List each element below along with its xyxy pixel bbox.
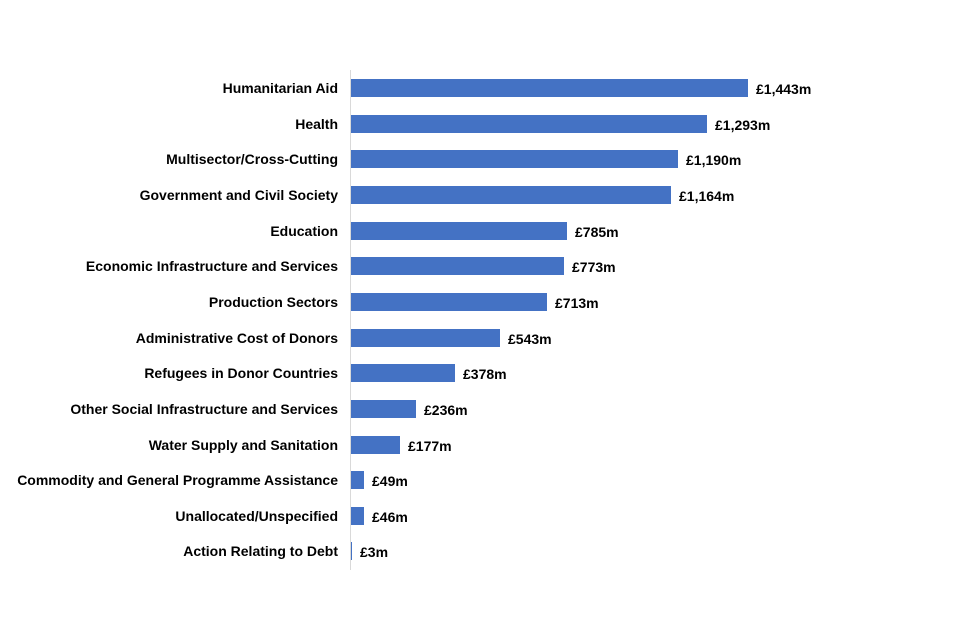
bar-row: Humanitarian Aid £1,443m xyxy=(0,79,960,97)
value-label: £773m xyxy=(572,259,616,276)
value-label: £785m xyxy=(575,223,619,240)
category-label: Commodity and General Programme Assistan… xyxy=(17,472,338,489)
category-label: Other Social Infrastructure and Services xyxy=(70,400,338,417)
category-label: Education xyxy=(270,222,338,239)
bar xyxy=(351,185,671,204)
bar-row: Production Sectors £713m xyxy=(0,292,960,311)
value-label: £46m xyxy=(372,508,408,525)
value-label: £1,190m xyxy=(686,152,742,169)
bar xyxy=(351,435,400,454)
bar-row: Commodity and General Programme Assistan… xyxy=(0,471,960,490)
bar-row: Economic Infrastructure and Services £773… xyxy=(0,257,960,276)
value-label: £236m xyxy=(424,401,468,418)
bar xyxy=(351,328,500,347)
bar xyxy=(351,506,364,525)
category-label: Action Relating to Debt xyxy=(183,543,338,560)
category-label: Administrative Cost of Donors xyxy=(135,329,338,346)
category-label: Humanitarian Aid xyxy=(222,80,338,96)
category-label: Health xyxy=(295,115,338,132)
bar xyxy=(351,471,364,490)
category-label: Unallocated/Unspecified xyxy=(175,507,338,524)
category-label: Multisector/Cross-Cutting xyxy=(166,151,338,168)
value-label: £378m xyxy=(463,366,507,383)
bar xyxy=(351,114,707,133)
bar-row: Administrative Cost of Donors £543m xyxy=(0,328,960,347)
value-label: £49m xyxy=(372,473,408,490)
bar-row: Multisector/Cross-Cutting £1,190m xyxy=(0,150,960,169)
bar xyxy=(351,399,416,418)
bar xyxy=(351,150,678,169)
category-label: Economic Infrastructure and Services xyxy=(85,258,338,275)
category-label: Production Sectors xyxy=(208,293,338,310)
value-label: £1,293m xyxy=(715,116,771,133)
category-axis-line xyxy=(350,70,351,570)
bar xyxy=(351,364,455,383)
bar-row: Water Supply and Sanitation £177m xyxy=(0,435,960,454)
bar-row: Education £785m xyxy=(0,221,960,240)
value-label: £3m xyxy=(360,544,389,561)
value-label: £1,164m xyxy=(679,187,735,204)
bar-row: Government and Civil Society £1,164m xyxy=(0,185,960,204)
value-label: £713m xyxy=(555,294,599,311)
bar xyxy=(351,221,567,240)
value-label: £177m xyxy=(408,437,452,454)
bar xyxy=(351,257,564,276)
category-label: Refugees in Donor Countries xyxy=(144,365,338,382)
category-label: Government and Civil Society xyxy=(139,186,338,203)
bar-row: Action Relating to Debt £3m xyxy=(0,542,960,561)
bar-row: Refugees in Donor Countries £378m xyxy=(0,364,960,383)
value-label: £1,443m xyxy=(756,81,812,97)
value-label: £543m xyxy=(508,330,552,347)
bar xyxy=(351,79,748,97)
bar xyxy=(351,542,352,561)
bar xyxy=(351,292,547,311)
category-label: Water Supply and Sanitation xyxy=(148,436,338,453)
bar-row: Unallocated/Unspecified £46m xyxy=(0,506,960,525)
bar-row: Other Social Infrastructure and Services… xyxy=(0,399,960,418)
bar-row: Health £1,293m xyxy=(0,114,960,133)
